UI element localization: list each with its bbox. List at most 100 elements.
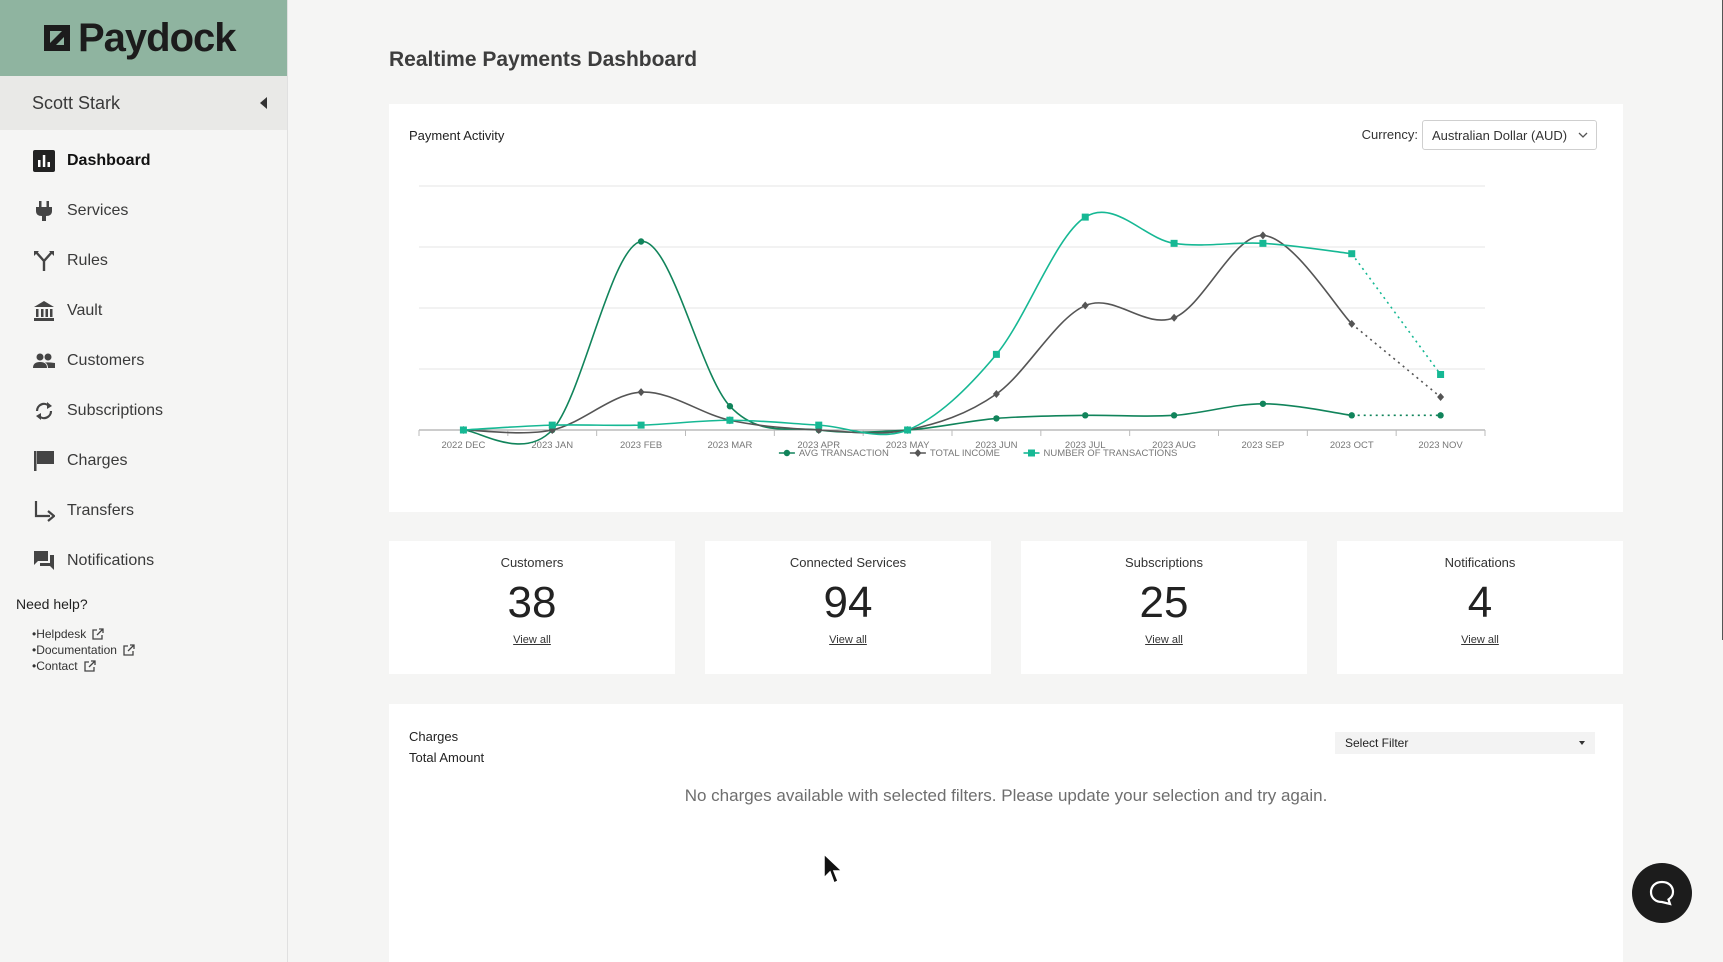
sidebar-item-transfers[interactable]: Transfers — [0, 486, 287, 536]
data-point — [1348, 412, 1355, 419]
legend-label: AVG TRANSACTION — [799, 448, 889, 459]
view-all-services-link[interactable]: View all — [829, 634, 867, 646]
data-point — [1081, 213, 1089, 221]
sidebar-item-customers[interactable]: Customers — [0, 336, 287, 386]
bar-chart-icon — [32, 149, 56, 173]
page-title: Realtime Payments Dashboard — [389, 48, 698, 71]
charges-title: Charges Total Amount — [409, 726, 484, 768]
charges-filter-select[interactable]: Select Filter — [1335, 732, 1595, 754]
data-point — [1259, 231, 1267, 240]
series-line — [463, 234, 1353, 434]
sidebar-item-label: Vault — [67, 302, 103, 319]
help-link-label: Documentation — [36, 643, 117, 657]
charges-heading: Charges — [409, 729, 459, 744]
documentation-link[interactable]: • Documentation — [16, 642, 287, 658]
help-section: Need help? • Helpdesk • Documentation • Con… — [0, 596, 287, 674]
data-point — [1437, 412, 1444, 419]
help-title: Need help? — [16, 596, 88, 612]
x-tick-label: 2023 AUG — [1152, 440, 1196, 451]
data-point — [1437, 370, 1445, 378]
data-point — [904, 426, 912, 434]
charges-card: Charges Total Amount Select Filter No ch… — [389, 704, 1623, 962]
x-tick-label: 2023 FEB — [620, 440, 662, 451]
x-tick-label: 2023 JUL — [1065, 440, 1106, 451]
data-point — [1259, 239, 1267, 247]
data-point — [726, 403, 734, 410]
data-point — [992, 390, 1000, 399]
payment-activity-card: Payment Activity Currency: Australian Do… — [389, 104, 1623, 512]
stat-value: 94 — [823, 578, 873, 627]
x-tick-label: 2022 DEC — [441, 440, 485, 451]
data-point — [637, 421, 645, 429]
external-link-icon — [83, 660, 96, 672]
x-tick-label: 2023 APR — [797, 440, 840, 451]
external-link-icon — [92, 628, 104, 640]
sidebar-item-notifications[interactable]: Notifications — [0, 536, 287, 586]
stat-card-subscriptions: Subscriptions 25 View all — [1021, 541, 1307, 674]
sidebar-item-label: Transfers — [67, 502, 134, 519]
currency-value: Australian Dollar (AUD) — [1432, 127, 1568, 143]
help-link-label: Helpdesk — [36, 627, 87, 641]
sidebar-item-rules[interactable]: Rules — [0, 236, 287, 286]
transfer-arrow-icon — [32, 499, 56, 523]
logo[interactable]: Paydock — [0, 0, 287, 76]
bank-icon — [32, 299, 56, 323]
chart-title: Payment Activity — [409, 128, 505, 143]
x-tick-label: 2023 MAR — [707, 440, 752, 451]
data-point — [1348, 319, 1356, 328]
x-tick-label: 2023 NOV — [1418, 440, 1463, 451]
data-point — [1082, 412, 1089, 419]
x-tick-label: 2023 MAY — [886, 440, 930, 451]
sidebar-item-label: Dashboard — [67, 152, 151, 169]
stat-value: 4 — [1467, 578, 1493, 627]
currency-select[interactable]: Australian Dollar (AUD) — [1422, 120, 1597, 150]
chat-icon — [1649, 880, 1675, 906]
stat-title: Customers — [500, 555, 564, 570]
paydock-logo-icon — [44, 25, 70, 51]
sidebar-item-dashboard[interactable]: Dashboard — [0, 136, 287, 186]
sidebar-item-vault[interactable]: Vault — [0, 286, 287, 336]
series-line-projected — [1351, 253, 1442, 375]
sidebar-item-services[interactable]: Services — [0, 186, 287, 236]
charges-subheading: Total Amount — [409, 750, 485, 765]
sidebar-item-label: Notifications — [67, 552, 155, 569]
data-point — [815, 421, 823, 429]
people-icon — [32, 349, 56, 373]
x-tick-label: 2023 JAN — [531, 440, 573, 451]
help-link-label: Contact — [36, 659, 78, 673]
view-all-customers-link[interactable]: View all — [513, 634, 551, 646]
legend-marker — [1028, 449, 1035, 457]
filter-placeholder: Select Filter — [1345, 736, 1409, 750]
data-point — [548, 421, 556, 429]
view-all-subscriptions-link[interactable]: View all — [1145, 634, 1183, 646]
data-point — [459, 426, 467, 434]
sidebar-item-label: Charges — [67, 452, 128, 469]
collapse-sidebar-icon[interactable] — [260, 97, 267, 109]
sidebar-item-charges[interactable]: Charges — [0, 436, 287, 486]
sidebar-item-label: Customers — [67, 352, 145, 369]
support-chat-button[interactable] — [1632, 863, 1692, 923]
legend-marker — [914, 449, 922, 457]
sidebar-item-subscriptions[interactable]: Subscriptions — [0, 386, 287, 436]
helpdesk-link[interactable]: • Helpdesk — [16, 626, 287, 642]
series-line-projected — [1351, 323, 1442, 398]
x-tick-label: 2023 JUN — [975, 440, 1017, 451]
legend-marker — [783, 449, 791, 457]
x-tick-label: 2023 SEP — [1242, 440, 1285, 451]
x-tick-label: 2023 OCT — [1330, 440, 1374, 451]
stat-title: Subscriptions — [1124, 555, 1204, 570]
data-point — [1081, 301, 1089, 310]
user-row: Scott Stark — [0, 76, 287, 130]
data-point — [1348, 250, 1356, 258]
view-all-notifications-link[interactable]: View all — [1461, 634, 1499, 646]
currency-label: Currency: — [1361, 127, 1418, 142]
payment-activity-chart: 2022 DEC 2023 JAN 2023 FEB 2023 MAR 2023 APR… — [418, 185, 1486, 459]
data-point — [1259, 400, 1267, 407]
stat-title: Connected Services — [789, 555, 907, 570]
data-point — [992, 350, 1000, 358]
stat-card-customers: Customers 38 View all — [389, 541, 675, 674]
sidebar-item-label: Subscriptions — [67, 402, 164, 419]
stat-card-connected-services: Connected Services 94 View all — [705, 541, 991, 674]
contact-link[interactable]: • Contact — [16, 658, 287, 674]
data-point — [1170, 313, 1178, 322]
